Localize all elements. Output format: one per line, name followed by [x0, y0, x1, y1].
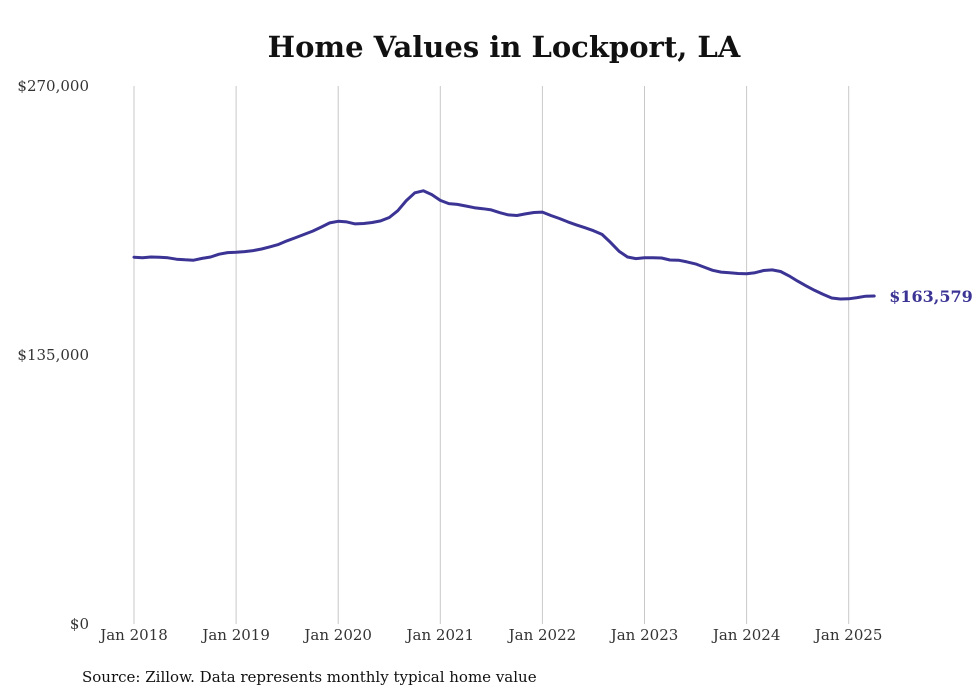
chart-title: Home Values in Lockport, LA — [267, 30, 741, 64]
end-value-label: $163,579 — [889, 287, 973, 306]
y-tick-label: $0 — [70, 615, 89, 633]
x-tick-label: Jan 2021 — [405, 626, 475, 644]
series-layer — [132, 189, 876, 301]
y-tick-label: $135,000 — [17, 346, 89, 364]
end-value-label-layer: $163,579 — [889, 287, 973, 306]
x-tick-label: Jan 2025 — [813, 626, 883, 644]
x-tick-label: Jan 2022 — [507, 626, 577, 644]
x-tick-label: Jan 2020 — [302, 626, 372, 644]
x-axis-tick-labels: Jan 2018 Jan 2019 Jan 2020 Jan 2021 Jan 2022… — [98, 626, 882, 644]
x-tick-label: Jan 2024 — [711, 626, 781, 644]
source-note: Source: Zillow. Data represents monthly … — [82, 668, 537, 686]
series-line-0 — [132, 189, 876, 301]
x-tick-label: Jan 2018 — [98, 626, 168, 644]
vertical-gridlines — [133, 86, 850, 624]
x-tick-label: Jan 2023 — [609, 626, 679, 644]
y-axis-tick-labels: $0 $135,000 $270,000 — [17, 77, 89, 633]
y-tick-label: $270,000 — [17, 77, 89, 95]
x-tick-label: Jan 2019 — [200, 626, 270, 644]
